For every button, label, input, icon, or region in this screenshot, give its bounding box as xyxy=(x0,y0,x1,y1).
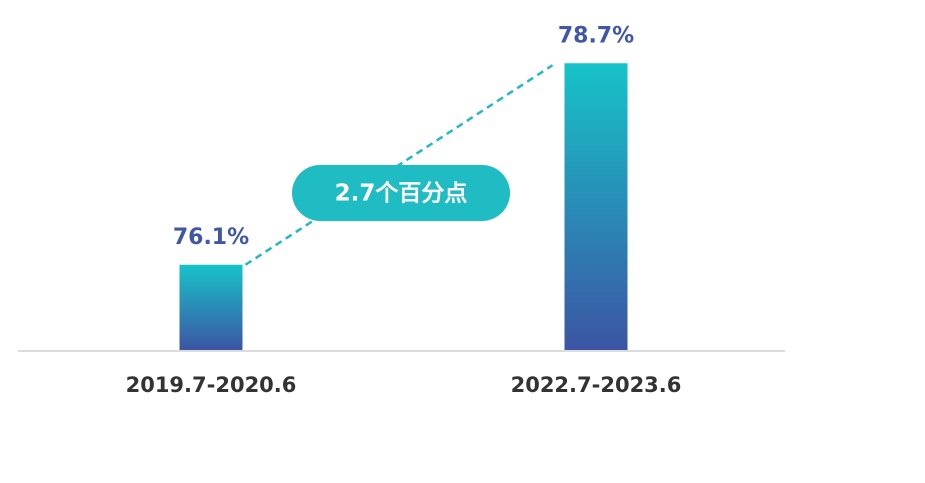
bar xyxy=(179,264,243,350)
x-tick-label: 2019.7-2020.6 xyxy=(126,373,297,397)
annotation-pill xyxy=(292,165,510,221)
value-label: 76.1% xyxy=(173,225,249,250)
annotation: 2.7个百分点 xyxy=(335,181,468,207)
bar xyxy=(564,63,628,350)
value-label: 78.7% xyxy=(558,23,634,48)
x-tick-label: 2022.7-2023.6 xyxy=(511,373,682,397)
